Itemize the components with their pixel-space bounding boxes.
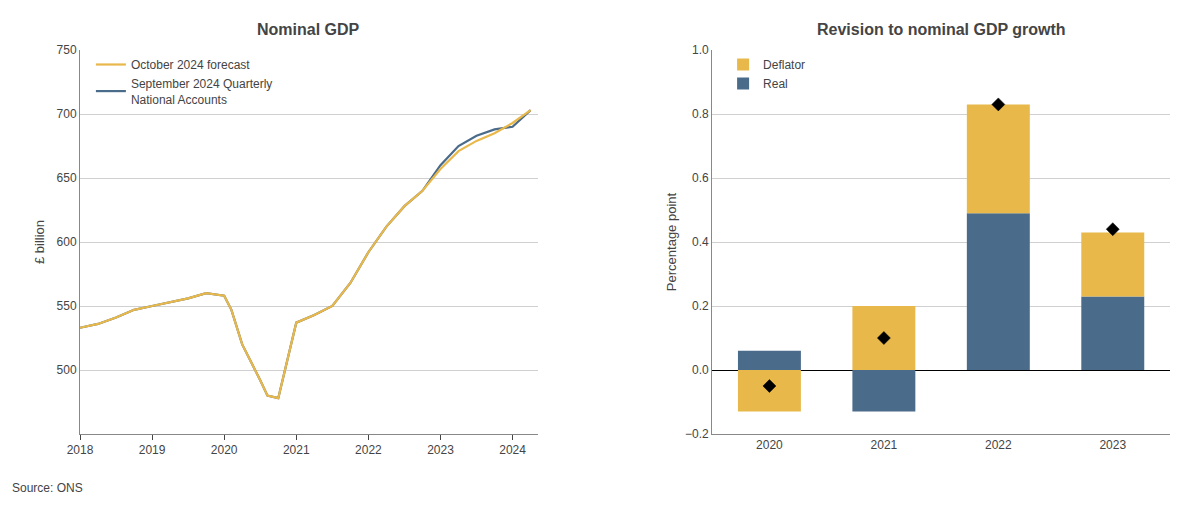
svg-text:2022: 2022 bbox=[355, 443, 382, 457]
svg-text:Percentage point: Percentage point bbox=[664, 192, 679, 291]
svg-text:2023: 2023 bbox=[1099, 438, 1126, 452]
svg-text:550: 550 bbox=[57, 299, 77, 313]
svg-text:0.4: 0.4 bbox=[692, 235, 709, 249]
svg-text:1.0: 1.0 bbox=[692, 43, 709, 57]
svg-text:0.0: 0.0 bbox=[692, 363, 709, 377]
svg-text:2021: 2021 bbox=[283, 443, 310, 457]
svg-text:2024: 2024 bbox=[499, 443, 526, 457]
svg-text:Real: Real bbox=[763, 77, 788, 91]
svg-text:October 2024 forecast: October 2024 forecast bbox=[131, 58, 250, 72]
svg-text:2020: 2020 bbox=[211, 443, 238, 457]
svg-text:2019: 2019 bbox=[139, 443, 166, 457]
svg-text:2021: 2021 bbox=[871, 438, 898, 452]
svg-text:September 2024 QuarterlyNation: September 2024 QuarterlyNational Account… bbox=[131, 77, 272, 107]
svg-text:2020: 2020 bbox=[756, 438, 783, 452]
svg-text:650: 650 bbox=[57, 171, 77, 185]
svg-text:2023: 2023 bbox=[427, 443, 454, 457]
svg-text:−0.2: −0.2 bbox=[685, 427, 709, 441]
svg-text:700: 700 bbox=[57, 107, 77, 121]
svg-text:0.2: 0.2 bbox=[692, 299, 709, 313]
svg-text:2018: 2018 bbox=[67, 443, 94, 457]
svg-text:0.6: 0.6 bbox=[692, 171, 709, 185]
svg-text:500: 500 bbox=[57, 363, 77, 377]
svg-text:2022: 2022 bbox=[985, 438, 1012, 452]
svg-text:750: 750 bbox=[57, 43, 77, 57]
svg-text:Source: ONS: Source: ONS bbox=[12, 481, 83, 495]
svg-text:Deflator: Deflator bbox=[763, 58, 805, 72]
svg-text:Revision to nominal GDP growth: Revision to nominal GDP growth bbox=[817, 21, 1066, 38]
svg-text:600: 600 bbox=[57, 235, 77, 249]
svg-text:£ billion: £ billion bbox=[32, 220, 47, 264]
svg-text:Nominal GDP: Nominal GDP bbox=[257, 21, 360, 38]
svg-text:0.8: 0.8 bbox=[692, 107, 709, 121]
